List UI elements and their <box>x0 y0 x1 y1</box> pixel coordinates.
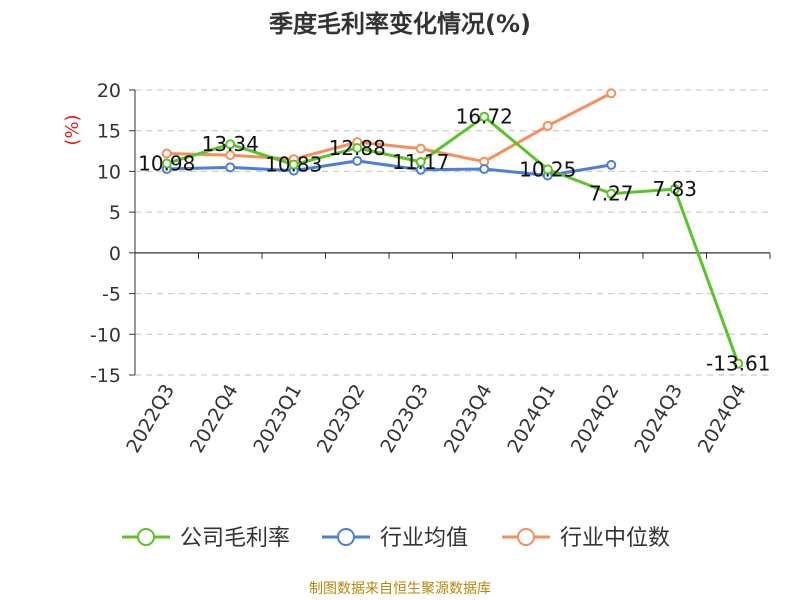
data-point <box>352 155 363 166</box>
data-point <box>606 159 617 170</box>
data-label: 10.25 <box>519 157 576 181</box>
data-label: 7.83 <box>652 177 697 201</box>
data-point <box>415 156 426 167</box>
x-tick-label: 2024Q1 <box>503 381 560 457</box>
y-tick-label: 5 <box>109 202 121 224</box>
legend: 公司毛利率 行业均值 行业中位数 <box>122 526 670 551</box>
chart-title: 季度毛利率变化情况(%) <box>269 10 531 38</box>
gridlines <box>135 89 770 376</box>
legend-label: 行业中位数 <box>560 526 670 551</box>
legend-marker <box>137 528 155 546</box>
data-label: 10.98 <box>138 151 195 175</box>
series-lines <box>161 88 744 369</box>
series-line <box>166 159 612 177</box>
y-tick-label: -10 <box>90 324 121 346</box>
data-point <box>733 358 744 369</box>
y-tick-label: 0 <box>109 243 121 265</box>
y-tick-label: 15 <box>97 121 121 143</box>
x-tick-label: 2022Q3 <box>122 381 179 457</box>
legend-label: 公司毛利率 <box>180 526 290 551</box>
x-tick-label: 2022Q4 <box>186 381 243 457</box>
data-label: 11.17 <box>392 150 449 174</box>
data-point <box>161 148 172 159</box>
x-tick-label: 2024Q3 <box>630 381 687 457</box>
data-source: 制图数据来自恒生聚源数据库 <box>309 581 491 597</box>
data-point <box>606 188 617 199</box>
series-line <box>166 91 612 164</box>
y-tick-label: 10 <box>97 161 121 183</box>
data-point <box>225 162 236 173</box>
y-tick-label: -5 <box>102 284 121 306</box>
legend-marker <box>337 528 355 546</box>
data-point <box>479 163 490 174</box>
data-point <box>606 88 617 99</box>
x-tick-label: 2023Q1 <box>249 381 306 457</box>
x-tick-label: 2023Q4 <box>440 381 497 457</box>
data-point <box>542 120 553 131</box>
data-point <box>225 150 236 161</box>
legend-marker <box>517 528 535 546</box>
series-line <box>166 115 740 365</box>
data-label: 7.27 <box>589 182 634 206</box>
data-label: 13.34 <box>202 132 259 156</box>
data-label: 16.72 <box>456 105 513 129</box>
x-tick-label: 2023Q3 <box>376 381 433 457</box>
data-label: -13.61 <box>706 352 770 376</box>
x-tick-label: 2023Q2 <box>313 381 370 457</box>
data-point <box>542 164 553 175</box>
legend-label: 行业均值 <box>380 526 468 551</box>
y-tick-label: 20 <box>97 80 121 102</box>
data-point <box>669 184 680 195</box>
data-point <box>352 142 363 153</box>
data-point <box>415 143 426 154</box>
y-tick-label: -15 <box>90 365 121 387</box>
data-label: 10.83 <box>265 153 322 177</box>
data-point <box>288 159 299 170</box>
data-point <box>479 111 490 122</box>
x-tick-label: 2024Q4 <box>694 381 751 457</box>
data-point <box>225 139 236 150</box>
y-axis-label: (%) <box>62 114 83 145</box>
data-label: 12.88 <box>329 136 386 160</box>
data-point <box>161 158 172 169</box>
x-tick-label: 2024Q2 <box>567 381 624 457</box>
